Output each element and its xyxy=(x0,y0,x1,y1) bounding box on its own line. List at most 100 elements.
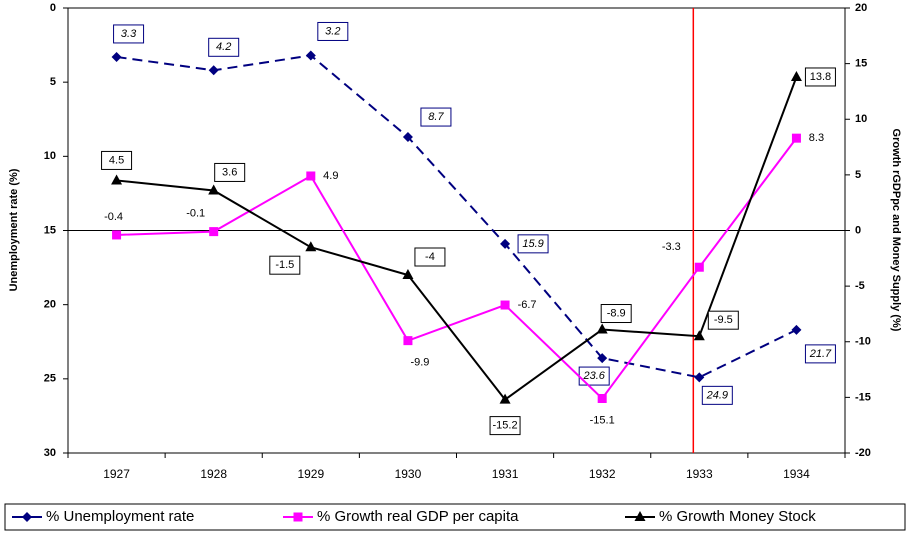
y-tick-label: 5 xyxy=(50,76,56,88)
data-label-box xyxy=(489,416,521,436)
legend xyxy=(4,503,906,531)
x-tick-label: 1928 xyxy=(200,467,227,481)
point xyxy=(208,184,220,195)
point xyxy=(306,171,316,181)
point xyxy=(112,230,122,240)
data-label: 4.5 xyxy=(109,154,124,166)
data-label: -1.5 xyxy=(275,259,294,271)
y2-tick-label: -10 xyxy=(855,336,871,348)
data-label-box xyxy=(269,255,301,275)
point xyxy=(402,132,413,143)
point xyxy=(208,65,219,76)
y-tick-label: 0 xyxy=(50,2,56,14)
x-tick-label: 1930 xyxy=(395,467,422,481)
data-label-box xyxy=(517,234,549,254)
data-label-box xyxy=(214,162,246,182)
data-label-box xyxy=(420,107,452,127)
point xyxy=(597,393,607,403)
data-label: -0.1 xyxy=(186,208,205,220)
data-label: 3.6 xyxy=(222,166,237,178)
y2-tick-label: 0 xyxy=(855,224,861,236)
y2-tick-label: 20 xyxy=(855,2,867,14)
point xyxy=(791,133,801,143)
data-label-box xyxy=(113,24,145,44)
data-label: -15.2 xyxy=(493,420,518,432)
x-tick-label: 1933 xyxy=(686,467,713,481)
point xyxy=(305,50,316,61)
legend-marker xyxy=(22,512,32,522)
point xyxy=(499,393,511,404)
data-label-box xyxy=(317,21,349,41)
data-label: -9.9 xyxy=(410,357,429,369)
x-tick-label: 1934 xyxy=(783,467,810,481)
y-tick-label: 25 xyxy=(44,373,56,385)
y-tick-label: 20 xyxy=(44,299,56,311)
point xyxy=(500,238,511,249)
point xyxy=(402,269,414,279)
data-label: -3.3 xyxy=(662,241,681,253)
data-label: 4.9 xyxy=(323,170,338,182)
series-line xyxy=(116,54,797,379)
data-label-box xyxy=(804,67,836,87)
legend-label: % Growth real GDP per capita xyxy=(317,508,519,525)
data-label: 4.2 xyxy=(216,41,231,53)
point xyxy=(111,174,123,185)
data-label: 23.6 xyxy=(582,370,605,382)
point xyxy=(500,300,510,310)
data-label: 3.3 xyxy=(121,28,137,40)
data-label: 3.2 xyxy=(325,25,340,37)
x-tick-label: 1931 xyxy=(492,467,519,481)
data-label-box xyxy=(600,304,632,324)
series-line xyxy=(116,76,798,401)
y2-tick-label: -15 xyxy=(855,391,871,403)
data-label: -4 xyxy=(425,251,435,263)
point xyxy=(597,353,608,364)
data-label-box xyxy=(804,344,836,364)
point xyxy=(111,51,122,62)
x-tick-label: 1927 xyxy=(103,467,130,481)
y-tick-label: 15 xyxy=(44,224,56,236)
y2-tick-label: 10 xyxy=(855,113,867,125)
data-label: 8.3 xyxy=(809,132,824,144)
data-label-box xyxy=(414,247,446,267)
data-label-box xyxy=(101,150,133,170)
legend-label: % Growth Money Stock xyxy=(659,508,816,525)
data-label: -8.9 xyxy=(607,307,626,319)
legend-marker xyxy=(293,512,303,522)
point xyxy=(790,70,802,81)
data-label-box xyxy=(701,385,733,405)
point xyxy=(693,330,705,341)
y2-tick-label: 15 xyxy=(855,58,867,70)
data-label: -9.5 xyxy=(714,314,733,326)
data-label: 21.7 xyxy=(809,348,832,360)
series-line xyxy=(116,137,798,400)
data-label-box xyxy=(707,310,739,330)
y2-tick-label: -20 xyxy=(855,447,871,459)
legend-marker xyxy=(634,511,646,521)
x-tick-label: 1932 xyxy=(589,467,616,481)
y2-tick-label: -5 xyxy=(855,280,865,292)
point xyxy=(596,323,608,334)
data-label: -6.7 xyxy=(518,299,537,311)
point xyxy=(791,324,802,335)
data-label: 24.9 xyxy=(706,389,728,401)
data-label: 13.8 xyxy=(810,71,831,83)
point xyxy=(694,262,704,272)
x-tick-label: 1929 xyxy=(297,467,324,481)
point xyxy=(305,241,317,252)
y-tick-label: 10 xyxy=(44,150,56,162)
data-label: -0.4 xyxy=(104,211,123,223)
y-tick-label: 30 xyxy=(44,447,56,459)
y2-axis-title: Growth rGDPpc and Money Supply (%) xyxy=(890,129,902,332)
point xyxy=(209,227,219,237)
data-label-box xyxy=(208,37,240,57)
y2-tick-label: 5 xyxy=(855,169,861,181)
data-label: -15.1 xyxy=(590,414,615,426)
data-label: 15.9 xyxy=(522,238,543,250)
data-label: 8.7 xyxy=(428,111,444,123)
legend-label: % Unemployment rate xyxy=(46,508,194,525)
point xyxy=(403,336,413,346)
point xyxy=(694,372,705,383)
y-axis-title: Unemployment rate (%) xyxy=(8,168,20,291)
